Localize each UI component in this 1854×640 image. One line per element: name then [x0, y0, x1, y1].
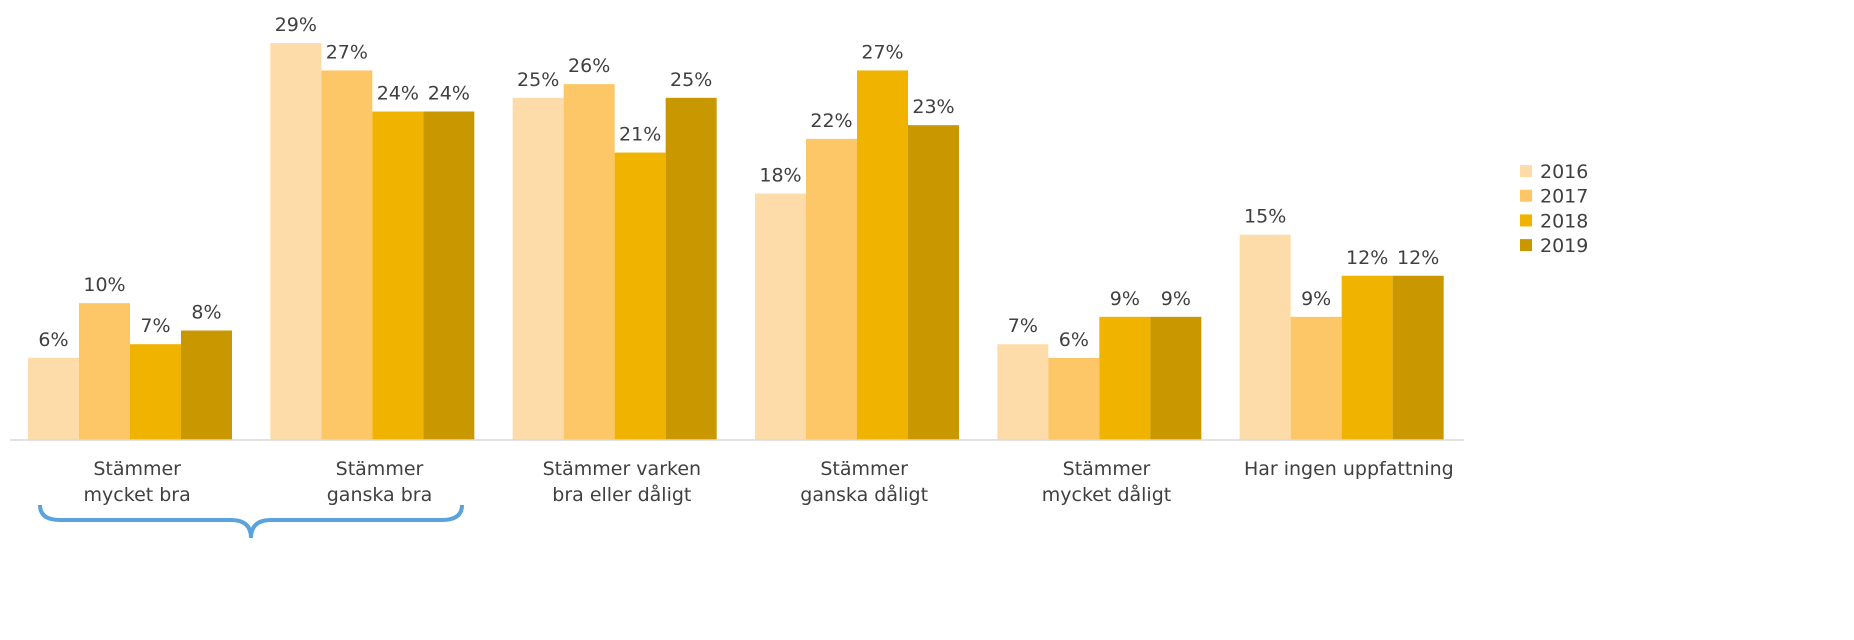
bar	[512, 97, 564, 440]
data-label: 9%	[1301, 288, 1331, 310]
bar	[1239, 234, 1291, 440]
data-label: 27%	[326, 41, 368, 63]
x-tick-label: Stämmer mycket bra	[83, 458, 191, 506]
legend-label: 2017	[1540, 186, 1588, 208]
data-label: 29%	[275, 14, 317, 36]
x-tick-label: Stämmer mycket dåligt	[1041, 458, 1172, 506]
x-tick-label: Stämmer ganska dåligt	[800, 458, 929, 506]
bar	[181, 330, 232, 440]
legend-label: 2019	[1540, 235, 1588, 257]
bar	[372, 111, 424, 440]
bracket	[38, 504, 464, 539]
data-label: 6%	[38, 329, 68, 351]
data-label: 9%	[1110, 288, 1140, 310]
data-label: 9%	[1161, 288, 1191, 310]
legend-swatch	[1520, 239, 1532, 252]
bar	[130, 344, 181, 440]
bar	[1392, 275, 1444, 440]
bar	[1290, 316, 1342, 440]
bar	[908, 125, 959, 440]
bar	[857, 70, 908, 440]
bar	[1150, 316, 1202, 440]
legend-swatch	[1520, 189, 1532, 202]
bar	[1099, 316, 1151, 440]
data-label: 25%	[517, 69, 559, 91]
data-label: 24%	[428, 83, 470, 105]
legend-label: 2016	[1540, 161, 1588, 183]
x-tick-label: Har ingen uppfattning	[1243, 458, 1454, 480]
data-label: 18%	[759, 165, 801, 187]
bar	[806, 138, 857, 440]
data-label: 7%	[1008, 315, 1038, 337]
bar	[614, 152, 666, 440]
bar	[321, 70, 373, 440]
bar	[270, 43, 322, 440]
data-label: 23%	[912, 96, 954, 118]
bar	[997, 344, 1049, 440]
bar	[665, 97, 717, 440]
x-tick-label: Stämmer varken bra eller dåligt	[542, 458, 702, 506]
legend-swatch	[1520, 165, 1532, 177]
bar	[755, 193, 806, 440]
data-label: 26%	[568, 55, 610, 77]
data-label: 12%	[1346, 247, 1388, 269]
bar	[1341, 275, 1393, 440]
x-tick-label: Stämmer ganska bra	[326, 458, 433, 506]
data-label: 22%	[810, 110, 852, 132]
data-label: 12%	[1397, 247, 1439, 269]
bar	[1048, 357, 1100, 440]
data-label: 7%	[140, 315, 170, 337]
bar	[423, 111, 475, 440]
data-label: 15%	[1244, 206, 1286, 228]
data-label: 24%	[377, 83, 419, 105]
data-label: 27%	[861, 41, 903, 63]
data-label: 25%	[670, 69, 712, 91]
legend-label: 2018	[1540, 210, 1588, 232]
legend-swatch	[1520, 214, 1532, 227]
data-label: 8%	[191, 302, 221, 324]
bar	[563, 84, 615, 440]
data-label: 10%	[83, 274, 125, 296]
bar	[79, 303, 130, 440]
bar	[28, 357, 79, 440]
data-label: 6%	[1059, 329, 1089, 351]
data-label: 21%	[619, 124, 661, 146]
